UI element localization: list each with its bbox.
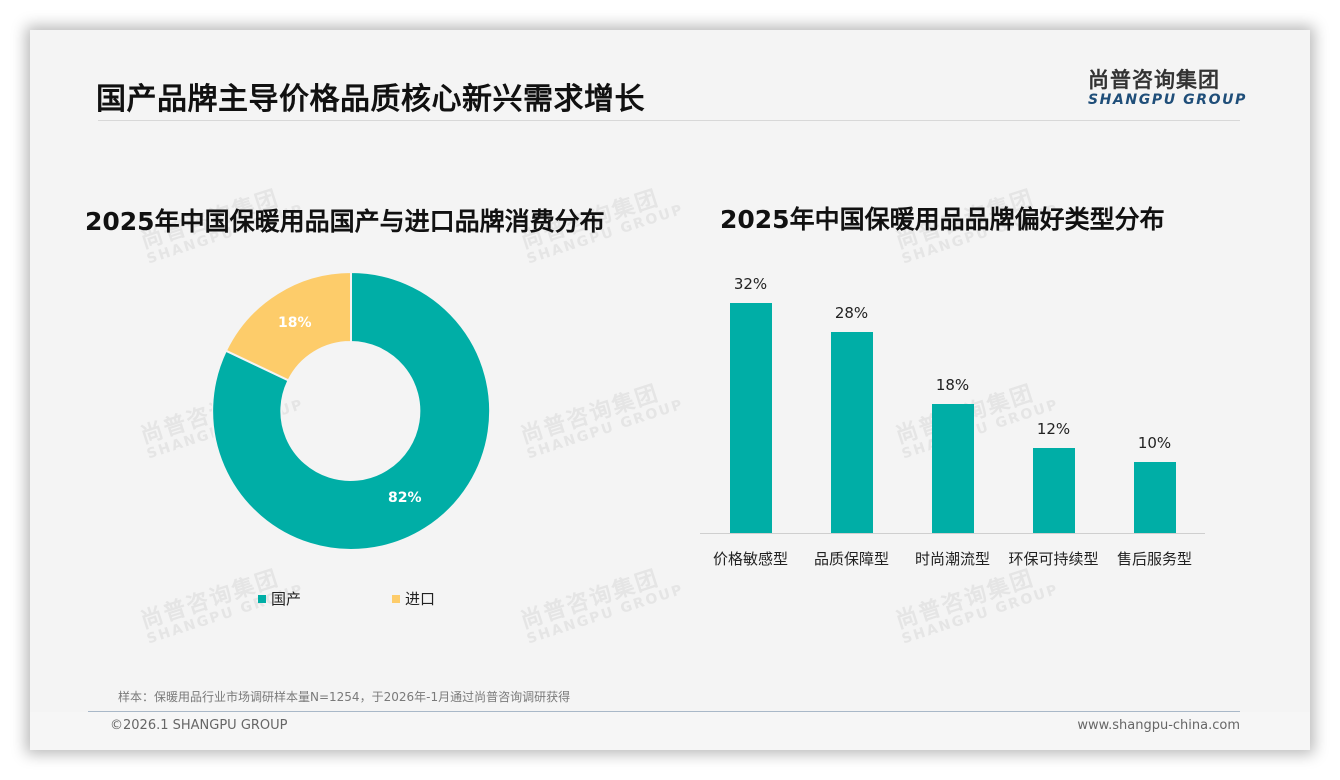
logo-text-cn: 尚普咨询集团 bbox=[1088, 68, 1220, 92]
slide: 尚普咨询集团 SHANGPU GROUP 尚普咨询集团 SHANGPU GROUP … bbox=[30, 30, 1310, 750]
bar bbox=[932, 404, 974, 533]
donut-label-import: 18% bbox=[278, 315, 312, 331]
sample-note: 样本：保暖用品行业市场调研样本量N=1254，于2026年-1月通过尚普咨询调研… bbox=[118, 690, 571, 704]
donut-label-domestic: 82% bbox=[388, 490, 422, 506]
footer-band bbox=[30, 712, 1310, 750]
bar-group: 32% 价格敏感型 bbox=[700, 270, 801, 580]
donut-slice-import bbox=[224, 270, 352, 382]
bar-category-label: 环保可持续型 bbox=[1008, 550, 1099, 568]
bar-category-label: 时尚潮流型 bbox=[914, 550, 990, 568]
bar-group: 10% 售后服务型 bbox=[1104, 270, 1205, 580]
bar-value-label: 12% bbox=[1036, 420, 1071, 438]
legend-label: 国产 bbox=[271, 590, 302, 608]
bar-category-label: 价格敏感型 bbox=[712, 550, 788, 568]
bar bbox=[730, 303, 772, 533]
website-link[interactable]: www.shangpu-china.com bbox=[1077, 718, 1240, 733]
bar-group: 18% 时尚潮流型 bbox=[902, 270, 1003, 580]
legend-swatch-yellow bbox=[392, 594, 400, 603]
legend-item-import: 进口 bbox=[392, 588, 435, 609]
title-divider bbox=[98, 120, 1240, 121]
donut-chart: 18% 82% bbox=[211, 270, 492, 551]
bar bbox=[831, 332, 873, 533]
legend-swatch-teal bbox=[258, 594, 266, 603]
donut-chart-title: 2025年中国保暖用品国产与进口品牌消费分布 bbox=[85, 207, 605, 236]
footer-divider bbox=[88, 711, 1240, 712]
logo-text-en: SHANGPU GROUP bbox=[1088, 92, 1247, 108]
bar bbox=[1134, 462, 1176, 533]
page-title: 国产品牌主导价格品质核心新兴需求增长 bbox=[96, 82, 645, 117]
bar-group: 12% 环保可持续型 bbox=[1003, 270, 1104, 580]
bar-category-label: 品质保障型 bbox=[813, 550, 889, 568]
x-axis-line bbox=[700, 533, 1205, 534]
legend-label: 进口 bbox=[405, 590, 436, 608]
bar bbox=[1033, 448, 1075, 533]
copyright-text: ©2026.1 SHANGPU GROUP bbox=[110, 718, 288, 733]
bar-chart: 32% 价格敏感型 28% 品质保障型 18% 时尚潮流型 12% 环保可持续型… bbox=[700, 270, 1205, 580]
bar-value-label: 18% bbox=[935, 376, 970, 394]
bar-group: 28% 品质保障型 bbox=[801, 270, 902, 580]
legend-item-domestic: 国产 bbox=[258, 588, 301, 609]
bar-category-label: 售后服务型 bbox=[1116, 550, 1192, 568]
company-logo: 尚普咨询集团 SHANGPU GROUP bbox=[1088, 64, 1248, 108]
donut-chart-svg bbox=[211, 270, 492, 551]
bar-chart-title: 2025年中国保暖用品品牌偏好类型分布 bbox=[720, 205, 1165, 234]
bar-value-label: 32% bbox=[733, 275, 768, 293]
donut-slice-domestic bbox=[211, 270, 492, 551]
bar-value-label: 10% bbox=[1137, 434, 1172, 452]
bar-value-label: 28% bbox=[834, 304, 869, 322]
